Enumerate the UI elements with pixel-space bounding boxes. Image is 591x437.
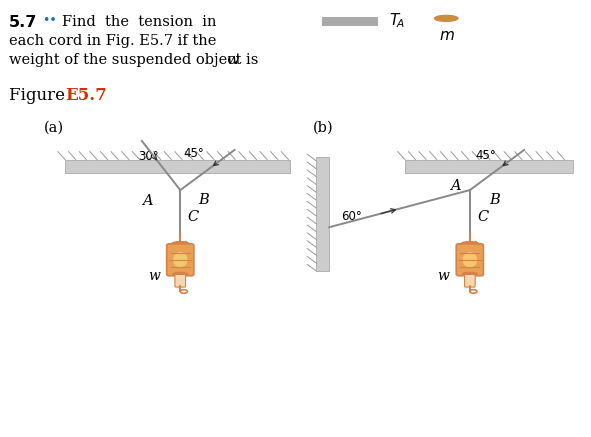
FancyBboxPatch shape	[322, 17, 378, 26]
Text: $m$: $m$	[439, 28, 454, 43]
Ellipse shape	[462, 273, 478, 276]
Ellipse shape	[463, 252, 477, 267]
FancyBboxPatch shape	[175, 274, 186, 287]
Text: C: C	[477, 210, 488, 224]
FancyBboxPatch shape	[65, 160, 290, 173]
Text: w: w	[226, 53, 238, 67]
Text: E5.7: E5.7	[65, 87, 107, 104]
Ellipse shape	[461, 242, 479, 246]
FancyBboxPatch shape	[465, 274, 475, 287]
Text: w: w	[437, 269, 449, 283]
FancyBboxPatch shape	[167, 244, 194, 276]
Text: 60°: 60°	[341, 210, 362, 223]
Text: B: B	[489, 193, 500, 207]
FancyBboxPatch shape	[405, 160, 573, 173]
Text: Figure: Figure	[9, 87, 70, 104]
Text: 45°: 45°	[476, 149, 496, 162]
Text: 30°: 30°	[139, 149, 159, 163]
Ellipse shape	[173, 252, 187, 267]
Text: 45°: 45°	[183, 147, 204, 160]
Text: 5.7: 5.7	[9, 15, 37, 30]
Text: weight of the suspended object is: weight of the suspended object is	[9, 53, 263, 67]
Text: ••: ••	[43, 14, 57, 27]
Text: B: B	[199, 193, 209, 207]
Ellipse shape	[171, 242, 189, 246]
Text: A: A	[142, 194, 153, 208]
FancyBboxPatch shape	[316, 157, 329, 271]
Text: $T_{\!A}$: $T_{\!A}$	[389, 12, 405, 30]
Text: (a): (a)	[44, 120, 64, 134]
Text: Find  the  tension  in: Find the tension in	[62, 15, 216, 29]
Text: .: .	[234, 53, 239, 67]
Text: w: w	[148, 269, 160, 283]
Ellipse shape	[434, 15, 458, 21]
Ellipse shape	[173, 273, 188, 276]
Text: (b): (b)	[313, 120, 334, 134]
FancyBboxPatch shape	[456, 244, 483, 276]
Text: C: C	[187, 210, 199, 224]
Text: each cord in Fig. E5.7 if the: each cord in Fig. E5.7 if the	[9, 34, 216, 48]
Text: A: A	[450, 179, 460, 193]
